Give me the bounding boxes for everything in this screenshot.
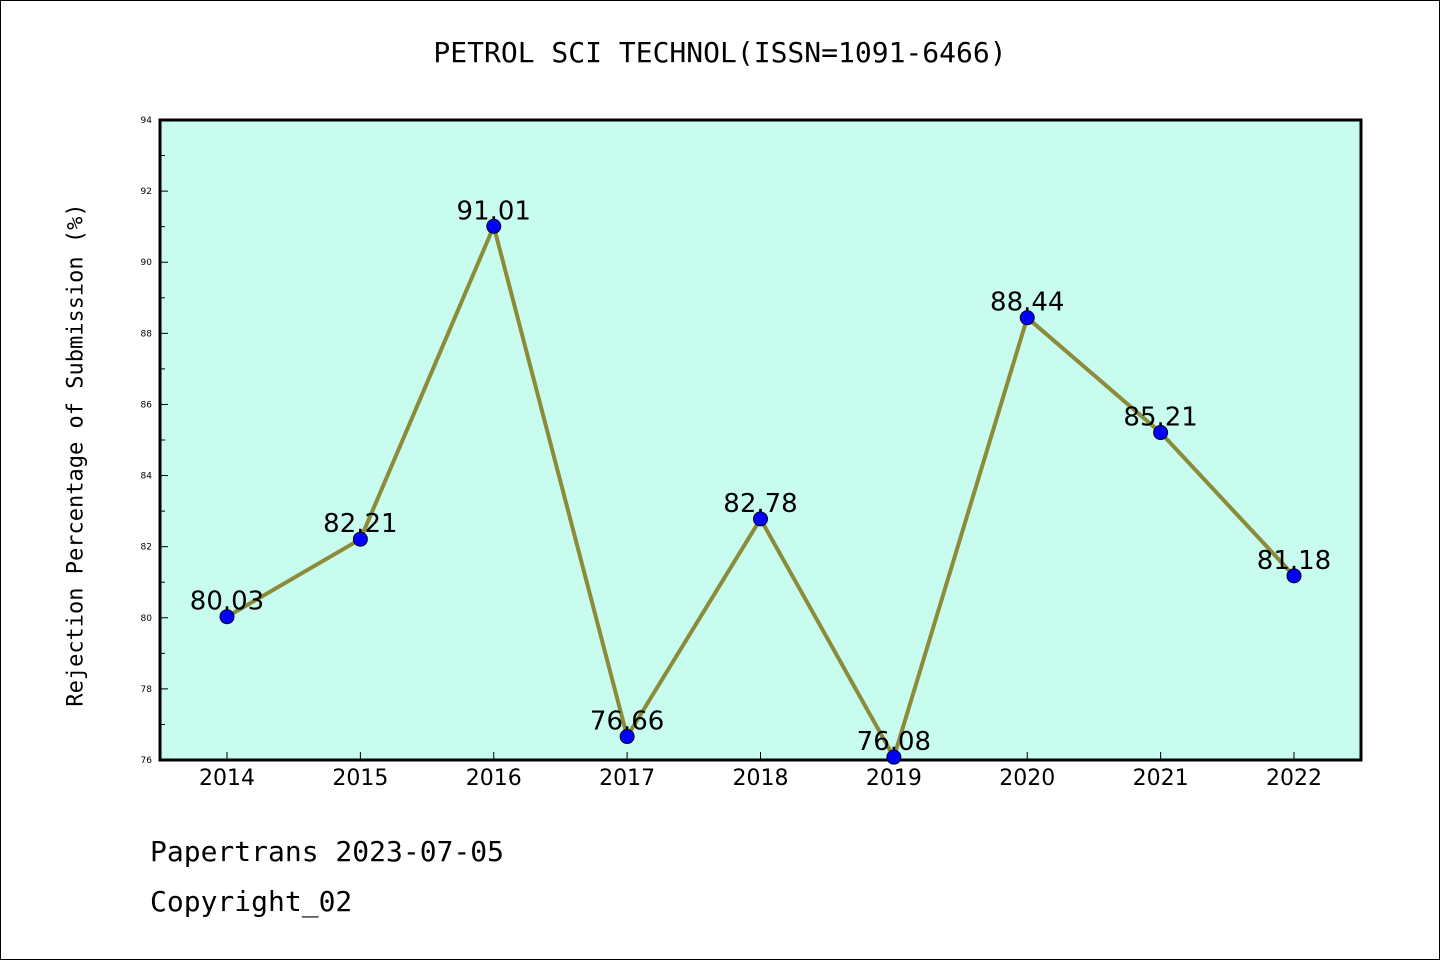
y-tick-label: 78 bbox=[141, 685, 153, 695]
data-label: 80.03 bbox=[190, 587, 264, 617]
x-tick-label: 2015 bbox=[332, 766, 388, 791]
y-tick-label: 76 bbox=[141, 756, 153, 766]
data-point bbox=[219, 609, 235, 625]
data-point bbox=[1019, 310, 1035, 326]
data-point bbox=[753, 511, 768, 527]
y-tick-label: 90 bbox=[141, 258, 153, 268]
data-point bbox=[886, 749, 902, 765]
x-tick-label: 2022 bbox=[1266, 766, 1322, 791]
footer-copyright: Copyright_02 bbox=[150, 885, 353, 918]
data-point bbox=[1153, 425, 1169, 441]
data-label: 91.01 bbox=[457, 196, 531, 226]
x-tick-label: 2017 bbox=[599, 766, 655, 791]
data-label: 76.66 bbox=[590, 707, 664, 737]
data-label: 82.78 bbox=[723, 489, 797, 519]
x-tick-label: 2021 bbox=[1133, 766, 1189, 791]
y-tick-label: 94 bbox=[141, 116, 153, 126]
y-tick-label: 84 bbox=[141, 472, 153, 482]
y-tick-label: 88 bbox=[141, 329, 153, 339]
x-tick-label: 2016 bbox=[466, 766, 522, 791]
series-line-group bbox=[219, 218, 1302, 765]
footer-source: Papertrans 2023-07-05 bbox=[150, 835, 505, 868]
x-tick-label: 2020 bbox=[999, 766, 1055, 791]
y-tick-label: 82 bbox=[141, 543, 152, 553]
plot-area bbox=[158, 118, 1363, 762]
y-tick-label: 86 bbox=[141, 400, 153, 410]
data-label: 88.44 bbox=[990, 288, 1064, 318]
data-point bbox=[352, 531, 368, 547]
data-point bbox=[1286, 568, 1302, 584]
data-label: 76.08 bbox=[857, 727, 931, 757]
data-labels: 80.03 82.21 91.01 76.66 82.78 76.08 88.44 85.21… bbox=[190, 196, 1331, 757]
axis-ticks: 76 78 80 82 84 86 88 90 92 94 2014 2015 2016 2017 2018… bbox=[141, 116, 1322, 791]
x-tick-label: 2019 bbox=[866, 766, 922, 791]
data-point bbox=[619, 729, 635, 745]
x-tick-label: 2018 bbox=[733, 766, 789, 791]
x-tick-label: 2014 bbox=[199, 766, 255, 791]
data-label: 85.21 bbox=[1123, 403, 1197, 433]
y-tick-label: 80 bbox=[141, 614, 153, 624]
y-tick-label: 92 bbox=[141, 187, 152, 197]
data-label: 82.21 bbox=[323, 509, 397, 539]
chart-title: PETROL SCI TECHNOL(ISSN=1091-6466) bbox=[433, 36, 1007, 69]
data-point bbox=[486, 218, 502, 234]
data-label: 81.18 bbox=[1257, 546, 1331, 576]
